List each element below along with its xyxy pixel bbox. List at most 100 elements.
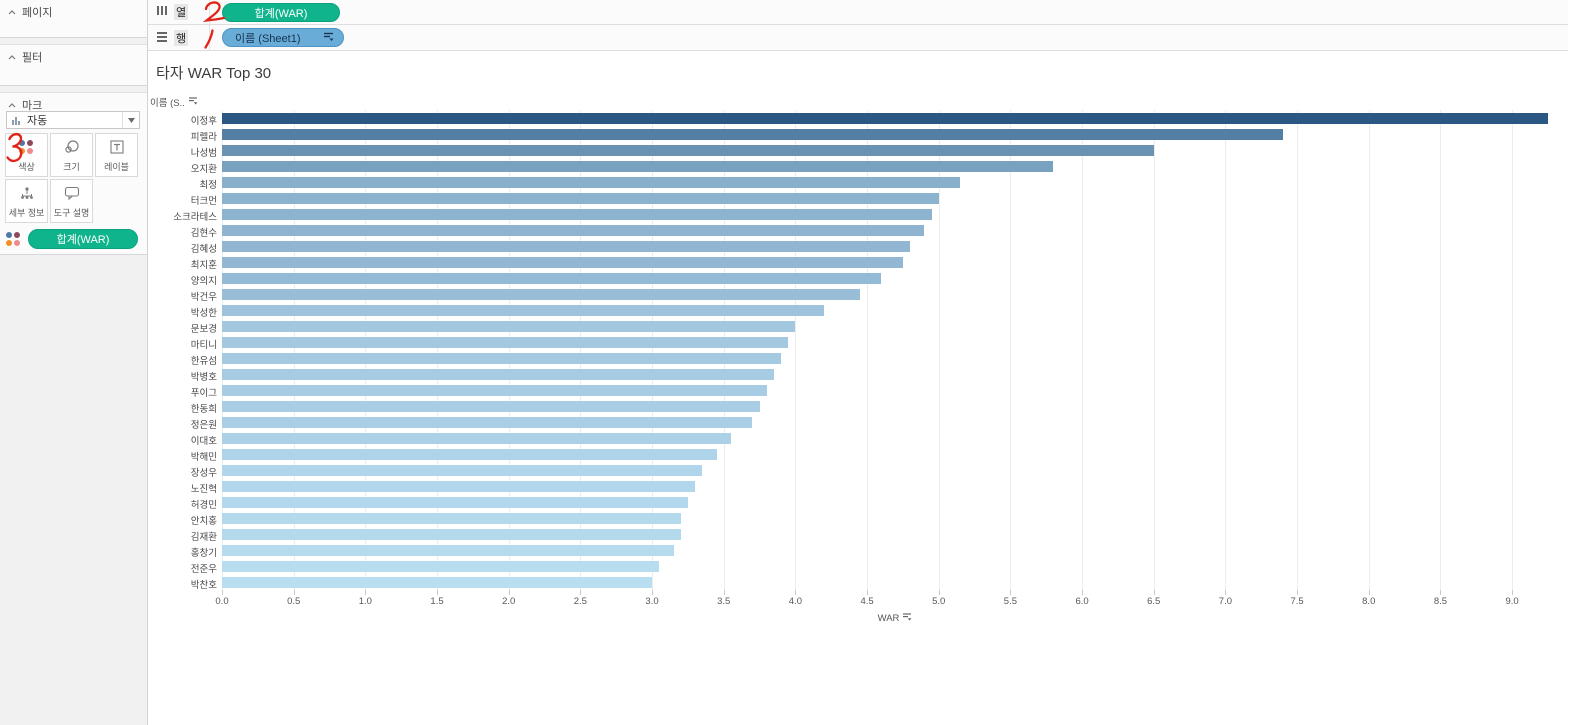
row-label[interactable]: 노진혁 xyxy=(190,483,217,495)
row-label[interactable]: 김재환 xyxy=(190,531,217,543)
war-bar[interactable] xyxy=(222,160,1054,172)
axis-tick xyxy=(1082,590,1084,595)
war-bar[interactable] xyxy=(222,480,696,492)
columns-shelf[interactable]: 열 합계(WAR) xyxy=(148,0,1568,25)
war-bar[interactable] xyxy=(222,464,703,476)
row-label[interactable]: 터크먼 xyxy=(190,195,217,207)
war-bar[interactable] xyxy=(222,288,860,300)
gridline xyxy=(1010,110,1012,590)
war-bar[interactable] xyxy=(222,128,1283,140)
axis-tick-label: 0.0 xyxy=(215,596,229,607)
war-bar[interactable] xyxy=(222,176,961,188)
label-button[interactable]: 레이블 xyxy=(95,133,138,177)
color-legend-pill-label: 합계(WAR) xyxy=(56,234,110,246)
war-bar[interactable] xyxy=(222,272,882,284)
war-bar[interactable] xyxy=(222,448,717,460)
axis-tick xyxy=(652,590,654,595)
row-label[interactable]: 허경민 xyxy=(190,499,217,511)
war-bar[interactable] xyxy=(222,352,782,364)
war-bar[interactable] xyxy=(222,416,753,428)
mark-type-dropdown[interactable]: 자동 xyxy=(6,111,140,129)
war-bar[interactable] xyxy=(222,336,789,348)
row-label[interactable]: 오지환 xyxy=(190,163,217,175)
sort-descending-icon[interactable] xyxy=(188,96,198,108)
detail-button[interactable]: 세부 정보 xyxy=(5,179,48,223)
axis-tick xyxy=(580,590,582,595)
war-bar[interactable] xyxy=(222,432,731,444)
row-label[interactable]: 최지훈 xyxy=(190,259,217,271)
war-bar[interactable] xyxy=(222,112,1548,124)
x-axis-title[interactable]: WAR xyxy=(222,613,1568,624)
row-label[interactable]: 한유섬 xyxy=(190,355,217,367)
axis-tick-label: 3.0 xyxy=(645,596,659,607)
row-label[interactable]: 안치홍 xyxy=(190,515,217,527)
row-label[interactable]: 전준우 xyxy=(190,563,217,575)
war-bar[interactable] xyxy=(222,224,925,236)
war-bar[interactable] xyxy=(222,240,911,252)
war-bar[interactable] xyxy=(222,512,681,524)
row-label[interactable]: 홍창기 xyxy=(190,547,217,559)
row-label[interactable]: 박건우 xyxy=(190,291,217,303)
collapse-chevron-icon[interactable] xyxy=(8,6,16,18)
war-bar[interactable] xyxy=(222,384,767,396)
row-label[interactable]: 문보경 xyxy=(190,323,217,335)
collapse-chevron-icon[interactable] xyxy=(8,99,16,111)
rows-pill-name[interactable]: 이름 (Sheet1) xyxy=(222,28,344,47)
row-axis-header[interactable]: 이름 (S.. xyxy=(150,95,198,109)
row-label[interactable]: 양의지 xyxy=(190,275,217,287)
columns-pill-sum-war[interactable]: 합계(WAR) xyxy=(222,3,340,22)
row-label[interactable]: 이정후 xyxy=(190,115,217,127)
row-label[interactable]: 박해민 xyxy=(190,451,217,463)
row-label[interactable]: 박성한 xyxy=(190,307,217,319)
chevron-down-icon[interactable] xyxy=(122,112,139,128)
war-bar[interactable] xyxy=(222,192,939,204)
war-bar[interactable] xyxy=(222,368,774,380)
war-bar[interactable] xyxy=(222,576,653,588)
axis-tick-label: 4.5 xyxy=(860,596,874,607)
color-button[interactable]: 색상 xyxy=(5,133,48,177)
detail-button-label: 세부 정보 xyxy=(8,208,45,218)
row-label[interactable]: 최정 xyxy=(199,179,217,191)
row-label[interactable]: 피렐라 xyxy=(190,131,217,143)
war-bar[interactable] xyxy=(222,544,674,556)
war-bar[interactable] xyxy=(222,144,1154,156)
row-label[interactable]: 정은원 xyxy=(190,419,217,431)
tooltip-button[interactable]: 도구 설명 xyxy=(50,179,93,223)
row-label[interactable]: 마티니 xyxy=(190,339,217,351)
row-label[interactable]: 소크라테스 xyxy=(173,211,217,223)
gridline xyxy=(1368,110,1370,590)
row-label[interactable]: 박찬호 xyxy=(190,579,217,591)
row-label[interactable]: 김혜성 xyxy=(190,243,217,255)
collapse-chevron-icon[interactable] xyxy=(8,51,16,63)
row-label[interactable]: 장성우 xyxy=(190,467,217,479)
marks-card: 마크 자동 색상 크기 xyxy=(0,92,147,255)
war-bar[interactable] xyxy=(222,208,932,220)
axis-tick-label: 7.0 xyxy=(1218,596,1233,607)
size-button[interactable]: 크기 xyxy=(50,133,93,177)
war-bar[interactable] xyxy=(222,560,660,572)
axis-tick xyxy=(293,590,295,595)
war-bar[interactable] xyxy=(222,496,688,508)
x-axis-title-text: WAR xyxy=(877,613,900,624)
sort-descending-icon[interactable] xyxy=(323,32,334,44)
sort-descending-icon[interactable] xyxy=(902,613,912,624)
gridline xyxy=(1082,110,1084,590)
row-label[interactable]: 박병호 xyxy=(190,371,217,383)
axis-tick-label: 8.0 xyxy=(1362,596,1376,607)
war-bar[interactable] xyxy=(222,320,796,332)
color-dots-icon xyxy=(6,231,21,247)
war-bar[interactable] xyxy=(222,528,681,540)
row-label[interactable]: 이대호 xyxy=(190,435,217,447)
row-label[interactable]: 푸이그 xyxy=(190,387,217,399)
axis-tick xyxy=(938,590,940,595)
row-label[interactable]: 나성범 xyxy=(190,147,217,159)
color-legend-pill[interactable]: 합계(WAR) xyxy=(28,229,138,249)
size-button-label: 크기 xyxy=(63,162,80,172)
row-label[interactable]: 한동희 xyxy=(190,403,217,415)
filters-card-title: 필터 xyxy=(22,52,43,64)
war-bar[interactable] xyxy=(222,304,825,316)
rows-shelf[interactable]: 행 이름 (Sheet1) xyxy=(148,25,1568,51)
war-bar[interactable] xyxy=(222,400,760,412)
war-bar[interactable] xyxy=(222,256,903,268)
row-label[interactable]: 김현수 xyxy=(190,227,217,239)
